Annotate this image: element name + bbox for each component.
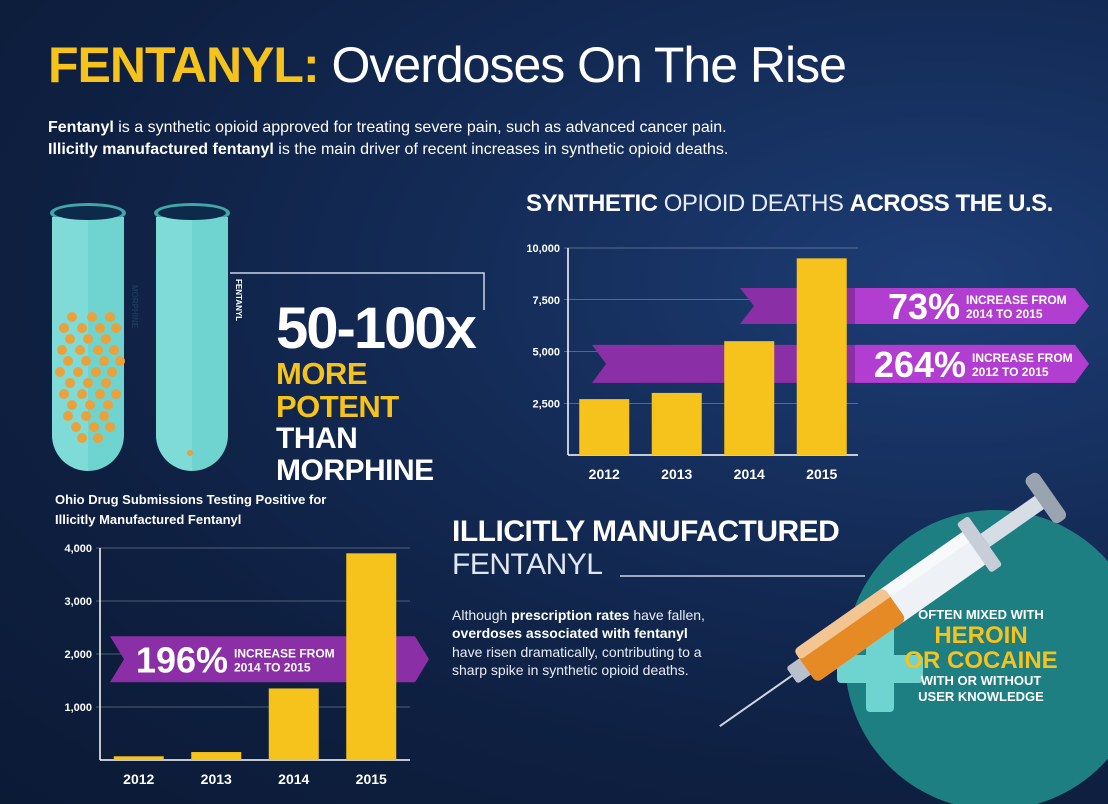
illicit-body-part-3: have risen dramatically, contributing to… — [452, 643, 702, 679]
fentanyl-label: FENTANYL — [234, 279, 243, 321]
annotation-line-1: INCREASE FROM — [972, 351, 1073, 365]
x-tick-label: 2012 — [589, 466, 620, 482]
y-tick-label: 5,000 — [532, 347, 560, 359]
mix-line-1: OFTEN MIXED WITH — [918, 607, 1044, 622]
illicit-body-bold-1: prescription rates — [511, 607, 630, 623]
annotation-label-box — [855, 287, 1089, 324]
annotation-line-2: 2014 TO 2015 — [234, 660, 311, 674]
mix-line-2: HEROIN — [934, 621, 1028, 649]
syringe-icon — [719, 472, 1067, 728]
bar-2013 — [191, 752, 242, 760]
page-title: FENTANYL: Overdoses On The Rise — [48, 37, 847, 93]
annotation-line-1: INCREASE FROM — [966, 293, 1067, 307]
x-tick-label: 2015 — [356, 771, 387, 787]
morphine-tube-icon — [50, 203, 126, 471]
bar-2012 — [579, 399, 630, 455]
bar-2012 — [113, 756, 164, 760]
intro-line-1-rest: is a synthetic opioid approved for treat… — [118, 119, 727, 136]
y-tick-label: 10,000 — [526, 243, 560, 255]
intro-line-2-bold: Illicitly manufactured fentanyl — [48, 141, 274, 158]
y-tick-label: 1,000 — [64, 702, 92, 714]
morphine-label: MORPHINE — [130, 285, 139, 329]
illicit-body-bold-2: overdoses associated with fentanyl — [452, 625, 688, 642]
y-tick-label: 2,000 — [64, 649, 92, 661]
bar-2014 — [268, 688, 319, 760]
x-tick-label: 2015 — [806, 466, 837, 482]
illicit-body-text: Although prescription rates have fallen,… — [452, 606, 712, 680]
illicit-heading: ILLICITLY MANUFACTURED FENTANYL — [452, 515, 840, 581]
intro-line-1: Fentanyl is a synthetic opioid approved … — [48, 118, 727, 137]
potency-callout: 50-100x MORE POTENT THAN MORPHINE — [276, 300, 496, 486]
us-chart-title-part-2: OPIOID DEATHS — [663, 190, 844, 217]
annotation-line-2: 2012 TO 2015 — [972, 365, 1049, 379]
illicit-heading-line-1: ILLICITLY MANUFACTURED — [452, 515, 840, 548]
bar-2015 — [346, 553, 397, 760]
ohio-chart-title: Ohio Drug Submissions Testing Positive f… — [55, 490, 326, 529]
mix-line-3: OR COCAINE — [904, 646, 1058, 674]
intro-line-1-bold: Fentanyl — [48, 119, 114, 136]
x-tick-label: 2012 — [123, 771, 154, 787]
fentanyl-connector-line — [230, 272, 485, 310]
annotation-label-box — [855, 344, 1089, 383]
us-chart-title: SYNTHETIC OPIOID DEATHS ACROSS THE U.S. — [526, 190, 1053, 218]
annotation-percent: 264% — [874, 344, 966, 385]
y-tick-label: 3,000 — [64, 596, 92, 608]
illicit-heading-line-2: FENTANYL — [452, 548, 603, 581]
illicit-body-part-1: Although — [452, 607, 508, 623]
illicit-body-part-2: have fallen, — [633, 607, 705, 623]
intro-line-2-rest: is the main driver of recent increases i… — [278, 141, 729, 158]
title-bold: FENTANYL: — [48, 37, 320, 93]
title-rest: Overdoses On The Rise — [331, 37, 847, 93]
mix-line-4: WITH OR WITHOUT — [920, 672, 1042, 688]
x-tick-label: 2014 — [734, 466, 765, 482]
x-tick-label: 2014 — [278, 771, 309, 787]
y-tick-label: 7,500 — [532, 295, 560, 307]
annotation-line-2: 2014 TO 2015 — [966, 307, 1043, 321]
x-tick-label: 2013 — [201, 771, 232, 787]
annotation-percent: 73% — [888, 286, 960, 327]
potency-multiplier: 50-100x — [276, 296, 477, 361]
heading-underline — [620, 575, 865, 577]
us-deaths-chart: 2,500 5,000 7,500 10,000 2012 2013 2014 2015 73%… — [526, 243, 1089, 482]
annotation-line-1: INCREASE FROM — [234, 646, 335, 660]
plus-icon — [837, 626, 923, 712]
potency-line-2: MORE POTENT — [276, 356, 399, 424]
bar-2014 — [724, 341, 775, 455]
potency-line-3: THAN MORPHINE — [276, 422, 434, 487]
bar-2015 — [796, 258, 847, 455]
mix-callout: OFTEN MIXED WITH HEROIN OR COCAINE WITH … — [896, 607, 1066, 704]
us-chart-title-part-1: SYNTHETIC — [526, 190, 658, 217]
us-chart-title-part-3: ACROSS THE U.S. — [849, 190, 1054, 217]
bar-2013 — [651, 392, 702, 455]
y-tick-label: 4,000 — [64, 543, 92, 555]
intro-line-2: Illicitly manufactured fentanyl is the m… — [48, 140, 728, 159]
ohio-chart-title-line-1: Ohio Drug Submissions Testing Positive f… — [55, 492, 327, 507]
test-tubes-illustration: MORPHINE FENTANYL — [50, 203, 485, 471]
x-tick-label: 2013 — [661, 466, 692, 482]
ohio-submissions-chart: 1,000 2,000 3,000 4,000 2012 2013 2014 2015 196%… — [64, 543, 429, 787]
annotation-percent: 196% — [136, 639, 228, 680]
mix-line-5: USER KNOWLEDGE — [918, 688, 1044, 704]
y-tick-label: 2,500 — [532, 398, 560, 410]
syringe-illustration — [719, 472, 1108, 804]
fentanyl-tube-icon — [154, 203, 230, 471]
ohio-chart-title-line-2: Illicitly Manufactured Fentanyl — [55, 511, 242, 527]
